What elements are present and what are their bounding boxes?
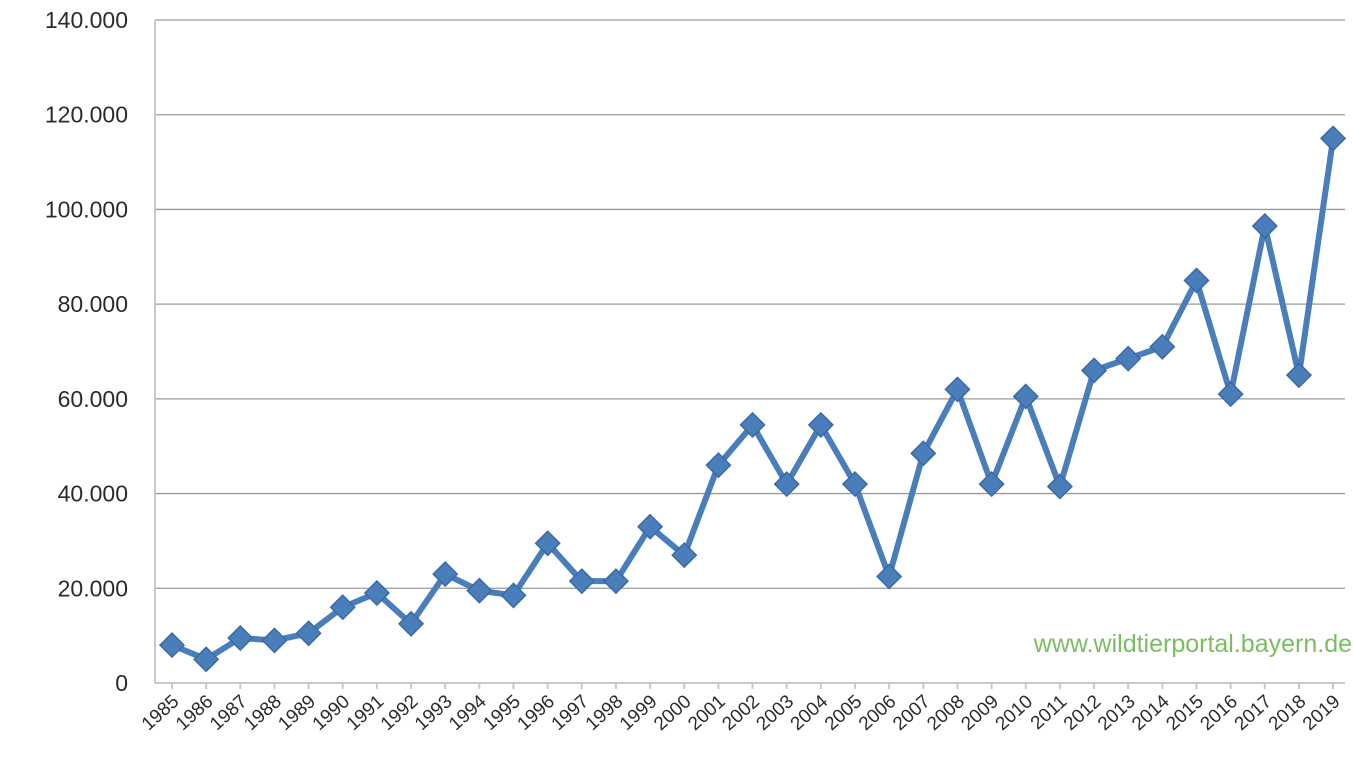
- data-point: [773, 471, 800, 498]
- data-point: [705, 452, 732, 479]
- data-point: [432, 561, 459, 588]
- x-tick-label: 1988: [240, 691, 285, 735]
- data-point: [944, 376, 971, 403]
- x-tick-label: 2001: [684, 691, 729, 735]
- x-tick-label: 1999: [616, 691, 661, 735]
- x-tick-label: 2000: [650, 691, 695, 735]
- data-point: [602, 568, 630, 595]
- data-point: [1115, 345, 1142, 372]
- x-tick-label: 2003: [753, 691, 798, 735]
- x-tick-label: 2019: [1299, 691, 1344, 735]
- x-tick-label: 2016: [1197, 691, 1242, 735]
- y-tick-labels: 0 20.000 40.000 60.000 80.000 100.000 120.000 1…: [45, 7, 128, 696]
- data-point: [910, 440, 937, 467]
- data-point: [671, 542, 698, 569]
- data-point: [1183, 267, 1210, 294]
- data-point: [1217, 381, 1244, 408]
- data-point: [1285, 362, 1313, 389]
- x-tick-label: 1986: [172, 691, 217, 735]
- x-tick-label: 2004: [787, 691, 833, 735]
- data-point: [466, 577, 493, 604]
- data-point: [637, 513, 664, 540]
- x-tick-label: 2010: [992, 691, 1037, 735]
- x-tick-label: 1994: [445, 691, 491, 735]
- data-point: [807, 411, 834, 438]
- data-point: [876, 563, 903, 590]
- data-point: [739, 411, 766, 438]
- axes: [154, 20, 1345, 689]
- data-point: [841, 471, 869, 498]
- x-tick-label: 2013: [1094, 691, 1139, 735]
- x-tick-label: 2015: [1162, 691, 1207, 735]
- x-tick-label: 1992: [377, 691, 422, 735]
- y-tick-label: 100.000: [45, 196, 128, 222]
- data-point: [1012, 383, 1039, 410]
- x-tick-label: 1998: [582, 691, 627, 735]
- data-point: [978, 471, 1005, 498]
- series-layer: [158, 125, 1347, 673]
- data-point: [568, 568, 595, 595]
- data-point: [193, 646, 220, 673]
- x-tick-label: 2014: [1128, 691, 1174, 735]
- data-point: [1251, 212, 1278, 240]
- data-point: [397, 610, 425, 637]
- x-tick-label: 1991: [343, 691, 388, 735]
- data-point: [534, 530, 561, 557]
- x-tick-labels: 1985198619871988198919901991199219931994…: [138, 691, 1345, 735]
- x-tick-label: 1985: [138, 691, 183, 735]
- data-point: [329, 594, 356, 621]
- y-tick-label: 60.000: [58, 386, 128, 412]
- data-point: [261, 627, 288, 654]
- x-tick-label: 2009: [957, 691, 1002, 735]
- x-tick-label: 2007: [889, 691, 934, 735]
- x-tick-label: 1995: [479, 691, 524, 735]
- x-tick-label: 2006: [855, 691, 900, 735]
- x-tick-label: 1993: [411, 691, 456, 735]
- data-point: [227, 624, 254, 652]
- data-point: [363, 579, 390, 607]
- x-tick-label: 1987: [206, 691, 251, 735]
- x-tick-label: 1997: [548, 691, 593, 735]
- x-tick-label: 1989: [274, 691, 319, 735]
- y-tick-label: 20.000: [58, 575, 128, 601]
- y-tick-label: 80.000: [58, 291, 128, 317]
- x-tick-label: 2018: [1265, 691, 1310, 735]
- gridlines: [155, 19, 1345, 589]
- x-tick-label: 2005: [821, 691, 866, 735]
- x-tick-label: 2012: [1060, 691, 1105, 735]
- data-point: [1149, 333, 1176, 360]
- x-tick-label: 1996: [514, 691, 559, 735]
- x-tick-label: 2011: [1027, 691, 1071, 734]
- data-point: [1320, 125, 1347, 152]
- data-point: [500, 582, 527, 609]
- x-tick-label: 2008: [923, 691, 968, 735]
- x-tick-label: 2002: [718, 691, 763, 735]
- x-tick-label: 2017: [1231, 691, 1276, 735]
- y-tick-label: 0: [115, 670, 128, 696]
- data-point: [158, 632, 186, 659]
- data-point: [1046, 473, 1073, 500]
- data-point: [1080, 357, 1108, 384]
- y-tick-label: 120.000: [45, 102, 128, 128]
- data-point: [295, 620, 322, 647]
- x-tick-label: 1990: [309, 691, 354, 735]
- y-tick-label: 40.000: [58, 481, 128, 507]
- watermark-text: www.wildtierportal.bayern.de: [1033, 630, 1352, 658]
- y-tick-label: 140.000: [45, 7, 128, 33]
